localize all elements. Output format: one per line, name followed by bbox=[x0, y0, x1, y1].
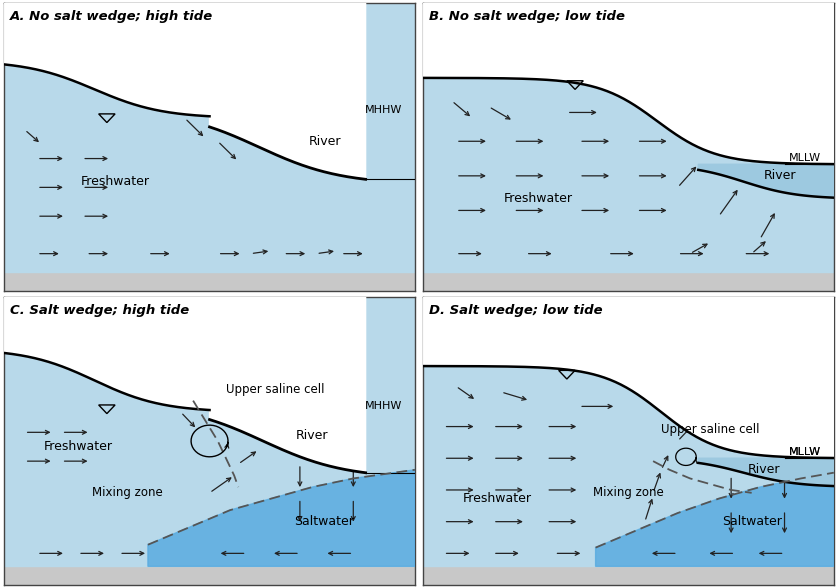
Text: D. Salt wedge; low tide: D. Salt wedge; low tide bbox=[429, 304, 603, 317]
Text: Mixing zone: Mixing zone bbox=[593, 486, 664, 499]
Polygon shape bbox=[698, 164, 834, 198]
Text: Freshwater: Freshwater bbox=[504, 192, 572, 205]
Polygon shape bbox=[423, 272, 834, 291]
Polygon shape bbox=[423, 566, 834, 585]
Text: Freshwater: Freshwater bbox=[80, 175, 149, 188]
Polygon shape bbox=[148, 470, 415, 566]
Text: MLLW: MLLW bbox=[789, 447, 821, 457]
Text: MHHW: MHHW bbox=[365, 400, 402, 410]
Polygon shape bbox=[4, 3, 365, 179]
Text: River: River bbox=[308, 135, 341, 148]
Polygon shape bbox=[4, 297, 365, 473]
Text: MLLW: MLLW bbox=[789, 447, 821, 457]
Text: Saltwater: Saltwater bbox=[295, 515, 354, 528]
Text: River: River bbox=[296, 429, 328, 442]
Polygon shape bbox=[4, 297, 415, 566]
Polygon shape bbox=[596, 473, 834, 566]
Text: Freshwater: Freshwater bbox=[463, 492, 531, 505]
Polygon shape bbox=[423, 297, 834, 566]
Text: MLLW: MLLW bbox=[789, 153, 821, 163]
Text: A. No salt wedge; high tide: A. No salt wedge; high tide bbox=[10, 10, 214, 23]
Text: Upper saline cell: Upper saline cell bbox=[226, 383, 324, 396]
Text: B. No salt wedge; low tide: B. No salt wedge; low tide bbox=[429, 10, 625, 23]
Text: C. Salt wedge; high tide: C. Salt wedge; high tide bbox=[10, 304, 189, 317]
Text: River: River bbox=[764, 169, 797, 182]
Text: Upper saline cell: Upper saline cell bbox=[661, 423, 760, 436]
Polygon shape bbox=[698, 458, 834, 486]
Text: MHHW: MHHW bbox=[365, 105, 402, 115]
Polygon shape bbox=[4, 272, 415, 291]
Polygon shape bbox=[423, 297, 834, 458]
Polygon shape bbox=[4, 3, 415, 272]
Text: River: River bbox=[747, 463, 780, 476]
Text: Saltwater: Saltwater bbox=[722, 515, 782, 528]
Polygon shape bbox=[423, 3, 834, 272]
Text: Freshwater: Freshwater bbox=[44, 440, 112, 453]
Polygon shape bbox=[423, 3, 834, 164]
Polygon shape bbox=[4, 566, 415, 585]
Text: Mixing zone: Mixing zone bbox=[92, 486, 163, 499]
